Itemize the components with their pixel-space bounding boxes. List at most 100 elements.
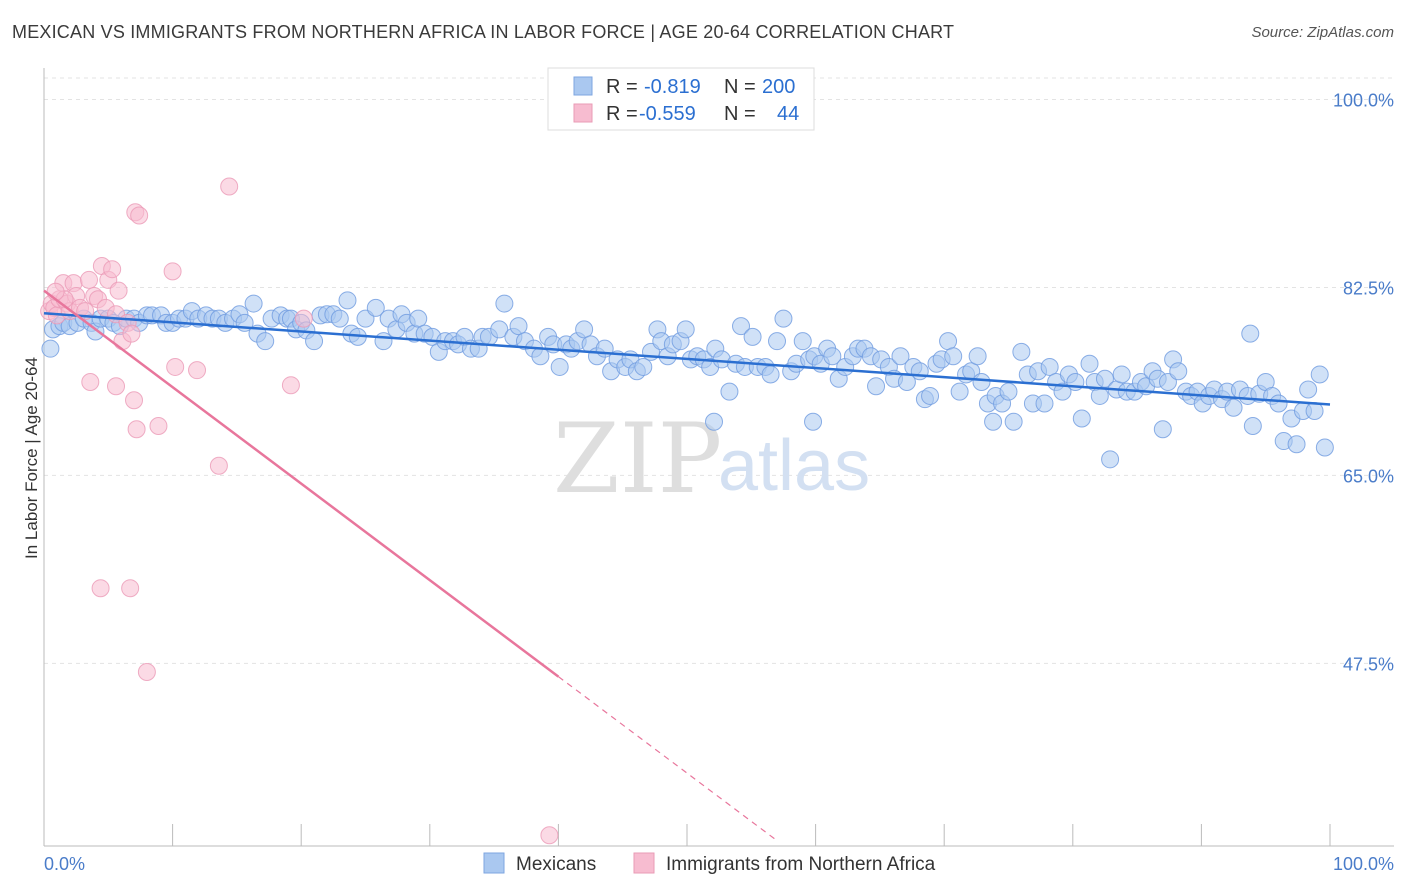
grid-lines bbox=[44, 77, 1394, 664]
mexicans-point bbox=[768, 332, 787, 351]
mexicans-point bbox=[944, 347, 963, 366]
x-tick-label-min: 0.0% bbox=[44, 854, 85, 874]
immigrants-point bbox=[127, 420, 146, 439]
immigrants-point bbox=[103, 260, 122, 279]
legend-r-value-1: -0.819 bbox=[644, 76, 701, 98]
legend-n-label-1: N = bbox=[724, 76, 756, 98]
legend-n-value-2: 44 bbox=[777, 103, 799, 125]
immigrants-point bbox=[81, 372, 100, 391]
mexicans-point bbox=[921, 386, 940, 405]
mexicans-point bbox=[732, 317, 751, 336]
legend-swatch-mexicans bbox=[573, 76, 593, 96]
series-immigrants-northern-africa-points bbox=[40, 177, 559, 845]
y-axis-label: In Labor Force | Age 20-64 bbox=[22, 357, 41, 559]
mexicans-point bbox=[1169, 362, 1188, 381]
immigrants-point bbox=[80, 270, 99, 289]
mexicans-point bbox=[550, 357, 569, 376]
y-tick-label: 82.5% bbox=[1343, 278, 1394, 298]
mexicans-point bbox=[984, 412, 1003, 431]
mexicans-point bbox=[743, 327, 762, 346]
mexicans-point bbox=[910, 362, 929, 381]
immigrants-point bbox=[137, 662, 156, 681]
mexicans-point bbox=[305, 332, 324, 351]
mexicans-point bbox=[1090, 386, 1109, 405]
y-tick-label: 47.5% bbox=[1343, 654, 1394, 674]
mexicans-point bbox=[823, 347, 842, 366]
mexicans-point bbox=[374, 332, 393, 351]
mexicans-point bbox=[575, 320, 594, 339]
immigrants-point bbox=[107, 377, 126, 396]
mexicans-point bbox=[495, 294, 514, 313]
mexicans-point bbox=[1072, 409, 1091, 428]
legend-r-label-2: R = bbox=[606, 103, 638, 125]
mexicans-point bbox=[1012, 342, 1031, 361]
immigrants-point bbox=[149, 417, 168, 436]
immigrants-point bbox=[125, 391, 144, 410]
legend: R = -0.819 N = 200 R = -0.559 N = 44 bbox=[547, 67, 815, 131]
mexicans-point bbox=[999, 382, 1018, 401]
y-tick-label: 100.0% bbox=[1333, 90, 1394, 110]
x-tick-label-max: 100.0% bbox=[1333, 854, 1394, 874]
immigrants-point bbox=[540, 826, 559, 845]
mexicans-point bbox=[720, 382, 739, 401]
mexicans-point bbox=[1004, 412, 1023, 431]
immigrants-point bbox=[109, 281, 128, 300]
mexicans-point bbox=[1269, 394, 1288, 413]
immigrants-point bbox=[209, 456, 228, 475]
immigrants-point bbox=[122, 324, 141, 343]
mexicans-point bbox=[256, 332, 275, 351]
mexicans-point bbox=[531, 347, 550, 366]
legend-n-value-1: 200 bbox=[762, 76, 795, 98]
trend-lines bbox=[43, 289, 1331, 842]
series-mexicans-points bbox=[41, 291, 1334, 469]
mexicans-point bbox=[1101, 450, 1120, 469]
mexicans-point bbox=[950, 382, 969, 401]
mexicans-point bbox=[1287, 435, 1306, 454]
mexicans-point bbox=[366, 298, 385, 317]
immigrants-point bbox=[281, 376, 300, 395]
mexicans-point bbox=[1241, 324, 1260, 343]
legend-swatch-immigrants bbox=[573, 103, 593, 123]
mexicans-point bbox=[705, 412, 724, 431]
mexicans-point bbox=[330, 309, 349, 328]
immigrants-point bbox=[163, 262, 182, 281]
y-tick-label: 65.0% bbox=[1343, 466, 1394, 486]
bottom-legend-swatch-immigrants bbox=[633, 852, 655, 874]
trend-line-immigrants-extrapolated bbox=[558, 676, 778, 842]
watermark-atlas-text: atlas bbox=[718, 426, 870, 506]
immigrants-point bbox=[166, 357, 185, 376]
mexicans-point bbox=[634, 357, 653, 376]
bottom-legend-label-immigrants: Immigrants from Northern Africa bbox=[666, 854, 936, 875]
immigrants-point bbox=[121, 579, 140, 598]
legend-n-label-2: N = bbox=[724, 103, 756, 125]
axes bbox=[43, 68, 1394, 847]
mexicans-point bbox=[1299, 380, 1318, 399]
mexicans-point bbox=[939, 332, 958, 351]
mexicans-point bbox=[41, 339, 60, 358]
mexicans-point bbox=[972, 372, 991, 391]
immigrants-point bbox=[294, 309, 313, 328]
mexicans-point bbox=[1310, 365, 1329, 384]
mexicans-point bbox=[338, 291, 357, 310]
mexicans-point bbox=[968, 347, 987, 366]
tick-labels: 0.0% 100.0% 100.0% 82.5% 65.0% 47.5% bbox=[44, 90, 1394, 874]
bottom-legend: Mexicans Immigrants from Northern Africa bbox=[483, 852, 936, 875]
mexicans-point bbox=[1040, 357, 1059, 376]
mexicans-point bbox=[1112, 365, 1131, 384]
mexicans-point bbox=[804, 412, 823, 431]
watermark: ZIP atlas bbox=[553, 403, 870, 515]
trend-line-immigrants bbox=[43, 289, 560, 678]
mexicans-point bbox=[867, 377, 886, 396]
bottom-legend-swatch-mexicans bbox=[483, 852, 505, 874]
immigrants-point bbox=[188, 361, 207, 380]
mexicans-point bbox=[1095, 369, 1114, 388]
legend-r-label-1: R = bbox=[606, 76, 638, 98]
mexicans-point bbox=[1153, 420, 1172, 439]
mexicans-point bbox=[1243, 417, 1262, 436]
immigrants-point bbox=[46, 282, 65, 301]
mexicans-point bbox=[1315, 438, 1334, 457]
source-label: Source: ZipAtlas.com bbox=[1251, 24, 1394, 41]
legend-r-value-2: -0.559 bbox=[639, 103, 696, 125]
immigrants-point bbox=[220, 177, 239, 196]
mexicans-point bbox=[774, 309, 793, 328]
